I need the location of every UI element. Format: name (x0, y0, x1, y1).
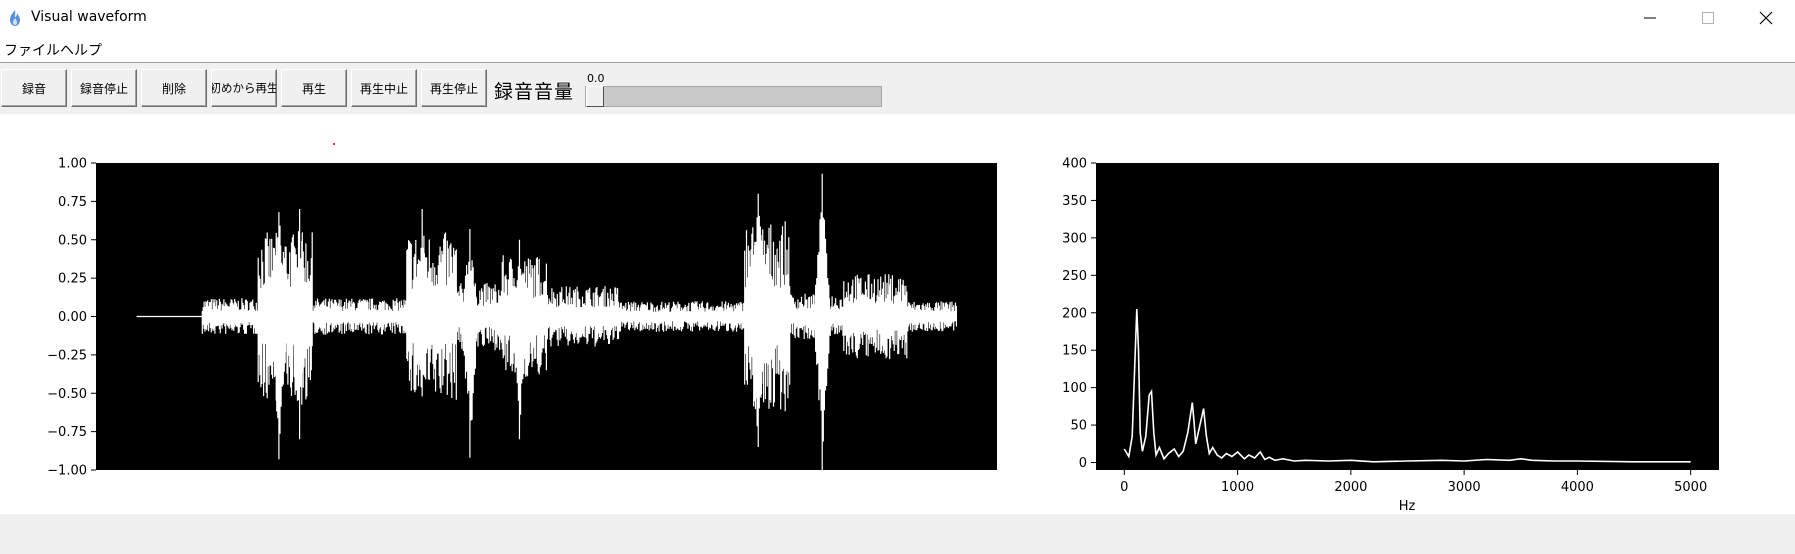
spectrum-ytick-label: 250 (1062, 269, 1087, 284)
spectrum-xtick-label: 1000 (1221, 480, 1254, 495)
menu-bar: ファイル ヘルプ (0, 36, 1795, 63)
waveform-ytick-label: 0.50 (58, 233, 87, 248)
minimize-button[interactable] (1621, 0, 1679, 36)
spectrum-xtick-label: 4000 (1561, 480, 1594, 495)
spectrum-ytick-label: 150 (1062, 344, 1087, 359)
spectrum-ytick-label: 0 (1079, 456, 1087, 471)
status-bar (0, 514, 1795, 554)
spectrum-ytick-label: 50 (1070, 419, 1087, 434)
spectrum-xtick-label: 2000 (1334, 480, 1367, 495)
stop-button[interactable]: 再生停止 (421, 69, 487, 107)
stop-record-button[interactable]: 録音停止 (71, 69, 137, 107)
toolbar: 録音 録音停止 削除 初めから再生 再生 再生中止 再生停止 録音音量 0.0 (0, 63, 1795, 114)
minimize-icon (1644, 17, 1656, 19)
waveform-ytick-label: −0.50 (47, 387, 87, 402)
waveform-ytick-label: 0.75 (58, 195, 87, 210)
volume-label: 録音音量 (494, 81, 575, 103)
record-button[interactable]: 録音 (1, 69, 67, 107)
menu-file[interactable]: ファイル (4, 43, 60, 59)
waveform-ytick-label: 0.00 (58, 310, 87, 325)
title-bar: Visual waveform (0, 0, 1795, 36)
menu-help[interactable]: ヘルプ (60, 43, 102, 59)
flame-app-icon (7, 9, 23, 27)
play-from-start-button[interactable]: 初めから再生 (211, 69, 277, 107)
stray-dot (333, 143, 335, 145)
spectrum-ytick-label: 350 (1062, 194, 1087, 209)
maximize-button[interactable] (1679, 0, 1737, 36)
spectrum-ytick-label: 200 (1062, 306, 1087, 321)
volume-slider-track[interactable] (585, 86, 882, 107)
pause-button[interactable]: 再生中止 (351, 69, 417, 107)
volume-value: 0.0 (587, 72, 605, 85)
waveform-ytick-label: −1.00 (47, 464, 87, 479)
plots-svg: 1.00 0.75 0.50 0.25 0.00 −0.25 −0.50 −0.75 −1.00… (47, 143, 1719, 514)
spectrum-xlabel: Hz (1399, 499, 1416, 514)
spectrum-ytick-label: 100 (1062, 381, 1087, 396)
waveform-ytick-label: 0.25 (58, 272, 87, 287)
waveform-ytick-label: −0.25 (47, 348, 87, 363)
spectrum-ytick-label: 400 (1062, 157, 1087, 172)
spectrum-axes (1096, 163, 1719, 470)
window-title: Visual waveform (31, 9, 147, 25)
waveform-series-line (136, 173, 957, 470)
spectrum-xtick-label: 0 (1120, 480, 1128, 495)
spectrum-xtick-label: 3000 (1448, 480, 1481, 495)
waveform-ytick-label: −0.75 (47, 425, 87, 440)
delete-button[interactable]: 削除 (141, 69, 207, 107)
close-button[interactable] (1737, 0, 1795, 36)
spectrum-ytick-label: 300 (1062, 231, 1087, 246)
play-button[interactable]: 再生 (281, 69, 347, 107)
plot-canvas: 1.00 0.75 0.50 0.25 0.00 −0.25 −0.50 −0.75 −1.00… (0, 114, 1795, 514)
spectrum-series-line (1123, 308, 1691, 463)
spectrum-xtick-label: 5000 (1674, 480, 1707, 495)
maximize-icon (1702, 12, 1714, 24)
waveform-ytick-label: 1.00 (58, 157, 87, 172)
volume-slider-thumb[interactable] (586, 86, 604, 107)
close-icon (1759, 11, 1773, 25)
